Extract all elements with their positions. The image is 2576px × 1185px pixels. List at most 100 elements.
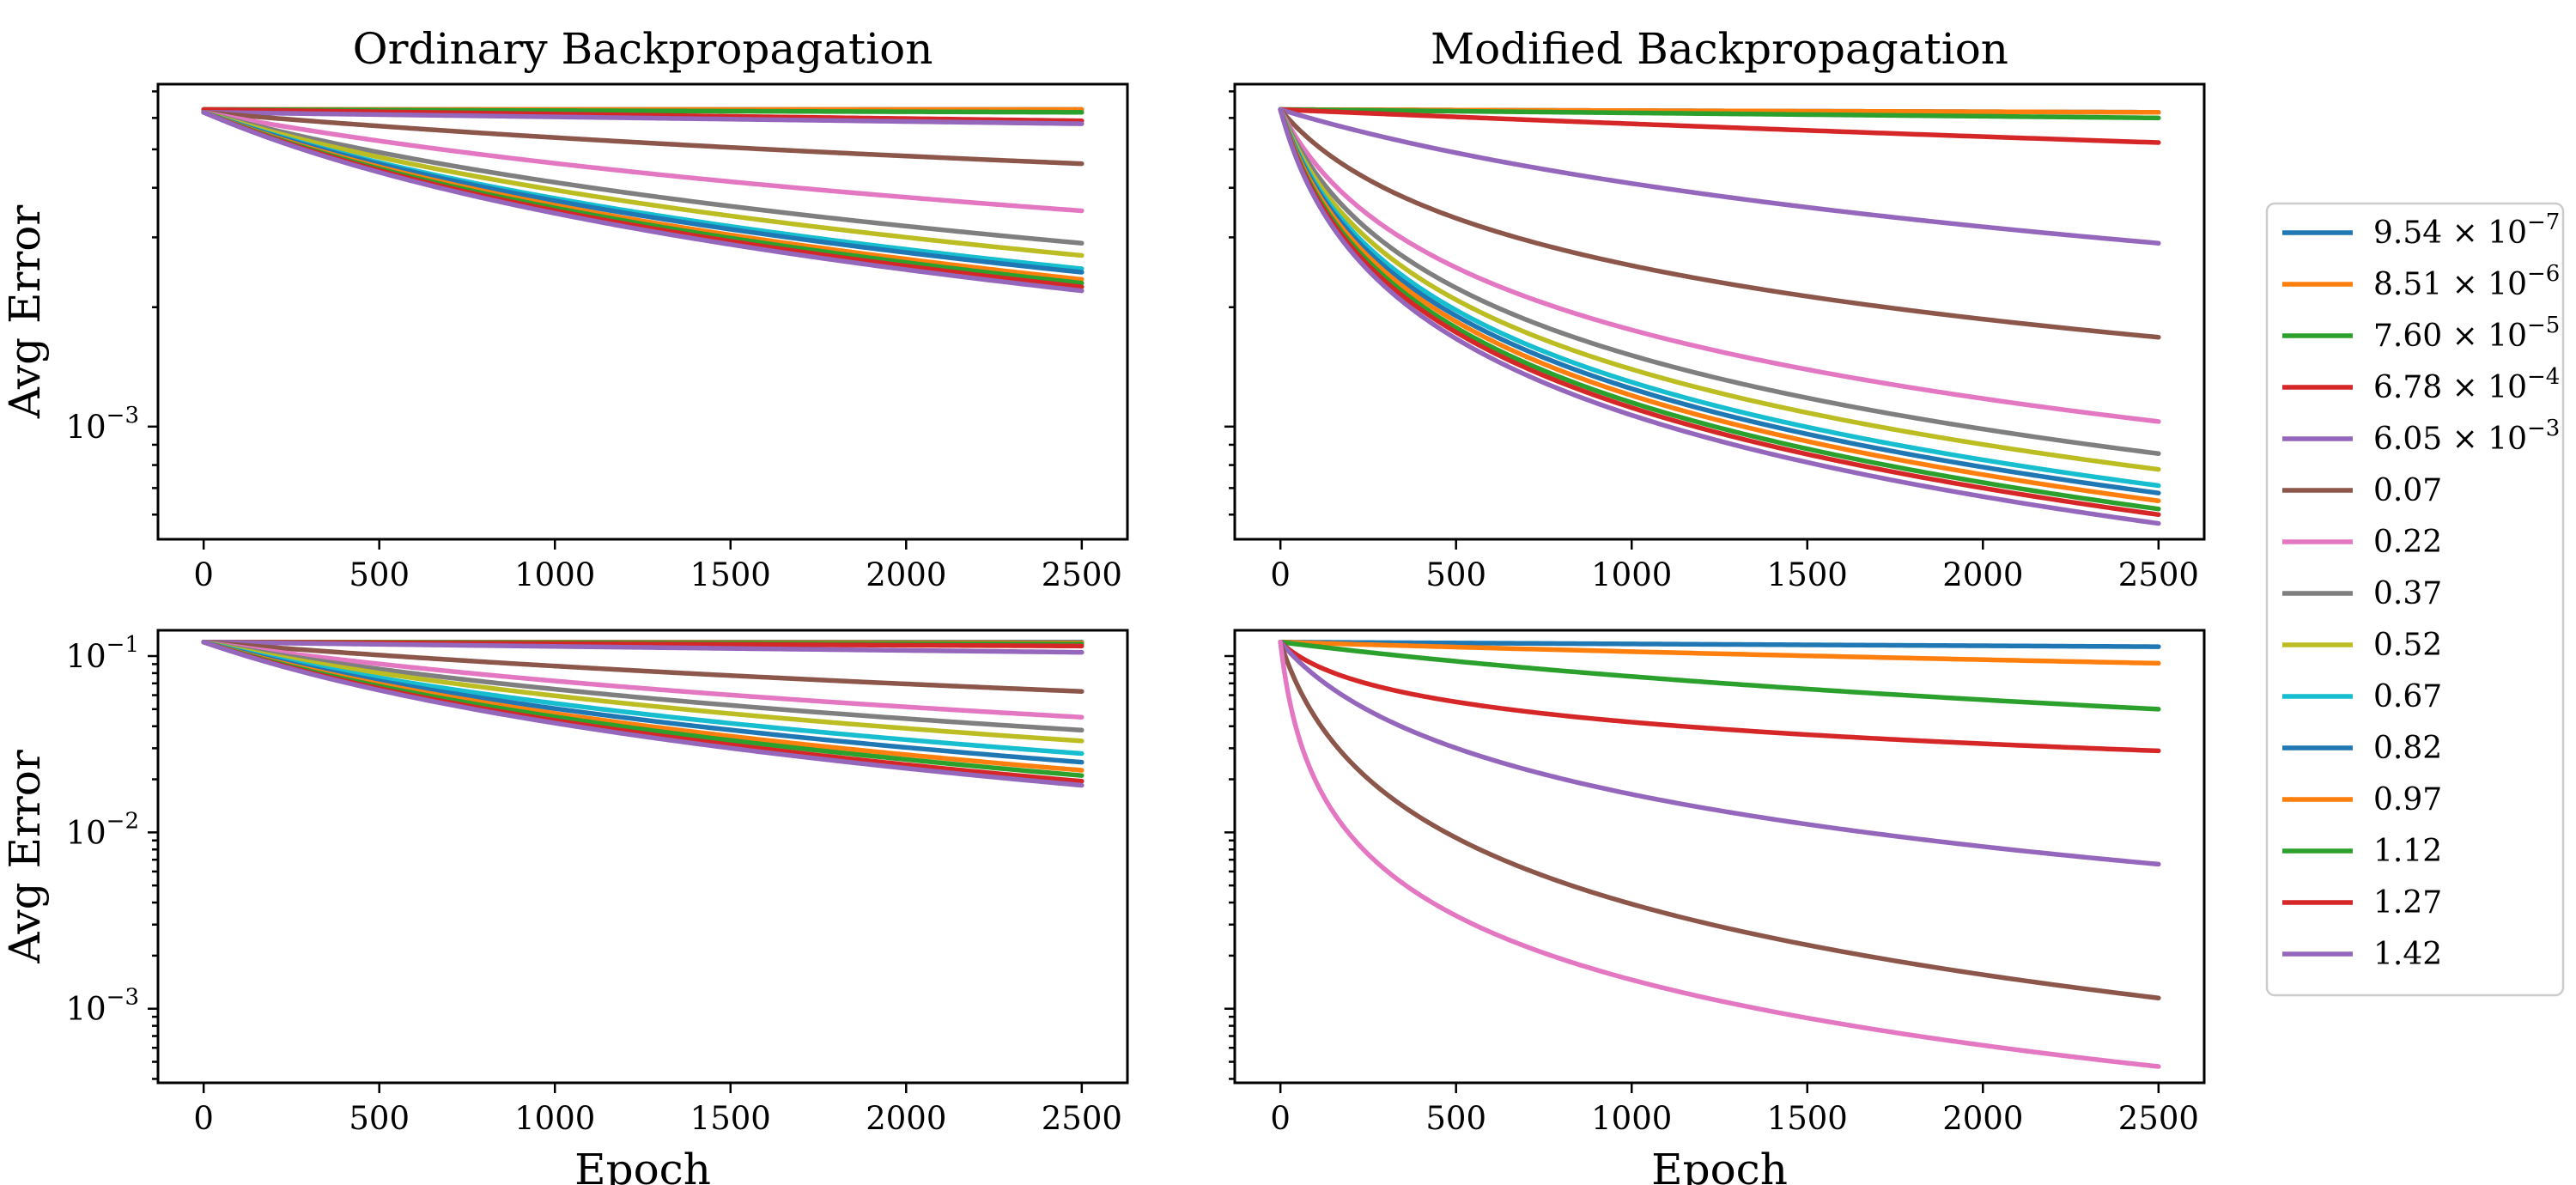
- x-axis-label: Epoch: [1651, 1145, 1788, 1185]
- legend-item: 0.52: [2282, 628, 2442, 663]
- legend-label: 0.07: [2373, 473, 2442, 508]
- x-tick-label: 500: [349, 556, 410, 593]
- legend-label: 7.60 × 10−5: [2373, 313, 2560, 354]
- legend-item: 7.60 × 10−5: [2282, 313, 2560, 354]
- legend-item: 0.67: [2282, 679, 2442, 714]
- series-line-3: [1278, 640, 2161, 712]
- series-line-4: [1278, 640, 2161, 754]
- series-line-4: [201, 106, 1084, 124]
- series-line-6: [201, 640, 1084, 694]
- series-line-7: [201, 110, 1084, 214]
- series-line-5: [1278, 640, 2161, 867]
- legend-label: 1.27: [2373, 885, 2442, 921]
- x-tick-label: 1000: [514, 556, 595, 593]
- series-line-4: [1278, 106, 2161, 145]
- legend-item: 1.42: [2282, 937, 2442, 972]
- legend: 9.54 × 10−7 8.51 × 10−6 7.60 × 10−5 6.78 × …: [2265, 202, 2565, 997]
- y-tick-label: 10−1: [66, 632, 139, 675]
- series-line-15: [201, 110, 1084, 294]
- subplot-2: 0 500 1000 1500 2000 2500 Modified Backpropaga…: [1224, 24, 2206, 593]
- legend-item: 6.78 × 10−4: [2282, 364, 2560, 405]
- subplot-4: 0 500 1000 1500 2000 2500 Epoch: [1224, 629, 2206, 1185]
- series-line-7: [1278, 640, 2161, 1069]
- series-line-15: [1278, 106, 2161, 526]
- y-tick-label: 10−2: [66, 808, 139, 851]
- x-tick-label: 1500: [690, 556, 771, 593]
- x-tick-label: 2500: [1042, 556, 1122, 593]
- x-tick-label: 1000: [1591, 1100, 1672, 1137]
- plot-area: [201, 640, 1084, 788]
- legend-item: 0.97: [2282, 782, 2442, 817]
- legend-label: 1.42: [2373, 937, 2442, 972]
- series-line-8: [1278, 106, 2161, 456]
- x-tick-label: 0: [193, 1100, 214, 1137]
- legend-label: 1.12: [2373, 834, 2442, 869]
- x-tick-label: 0: [193, 556, 214, 593]
- x-tick-label: 2000: [866, 1100, 946, 1137]
- subplot-1: 0 500 1000 1500 2000 2500 10−3 Ordinary Backpro…: [0, 24, 1129, 593]
- series-line-9: [1278, 106, 2161, 472]
- legend-label: 0.82: [2373, 731, 2442, 766]
- x-tick-label: 2500: [1042, 1100, 1122, 1137]
- x-tick-label: 0: [1270, 556, 1291, 593]
- axes-frame: [156, 629, 1129, 1085]
- series-line-5: [201, 640, 1084, 655]
- legend-label: 0.67: [2373, 679, 2442, 714]
- legend-item: 8.51 × 10−6: [2282, 261, 2560, 302]
- subplot-grid: 0 500 1000 1500 2000 2500 10−3 Ordinary Backpro…: [0, 24, 2206, 1185]
- y-axis-label: Avg Error: [0, 750, 50, 964]
- x-tick-label: 500: [1425, 1100, 1486, 1137]
- legend-item: 0.07: [2282, 473, 2442, 508]
- legend-label: 0.52: [2373, 628, 2442, 663]
- legend-item: 6.05 × 10−3: [2282, 416, 2560, 457]
- y-tick-label: 10−3: [66, 985, 139, 1028]
- legend-label: 9.54 × 10−7: [2373, 210, 2560, 251]
- series-line-5: [201, 110, 1084, 126]
- subplot-3: 0 500 1000 1500 2000 2500 10−1 10−2 10−3 Epoch Avg…: [0, 629, 1129, 1185]
- plot-area: [201, 106, 1084, 294]
- legend-item: 1.12: [2282, 834, 2442, 869]
- series-line-6: [1278, 640, 2161, 1000]
- subplot-title: Ordinary Backpropagation: [353, 24, 933, 74]
- x-tick-label: 0: [1270, 1100, 1291, 1137]
- axes-frame: [1233, 629, 2206, 1085]
- legend-label: 0.97: [2373, 782, 2442, 817]
- series-line-15: [201, 640, 1084, 788]
- series-line-2: [1278, 640, 2161, 666]
- x-tick-label: 2000: [866, 556, 946, 593]
- legend-item: 0.37: [2282, 576, 2442, 611]
- x-tick-label: 500: [349, 1100, 410, 1137]
- x-tick-label: 1500: [690, 1100, 771, 1137]
- plot-area: [1278, 106, 2161, 526]
- series-line-5: [1278, 106, 2161, 246]
- y-tick-label: 10−3: [66, 403, 139, 446]
- legend-label: 0.22: [2373, 525, 2442, 560]
- y-axis-label: Avg Error: [0, 205, 50, 420]
- series-line-6: [201, 110, 1084, 167]
- plot-area: [1278, 640, 2161, 1069]
- x-tick-label: 2500: [2118, 556, 2199, 593]
- legend-item: 9.54 × 10−7: [2282, 210, 2560, 251]
- x-tick-label: 2000: [1942, 556, 2023, 593]
- axes-frame: [156, 82, 1129, 541]
- series-line-6: [1278, 106, 2161, 340]
- x-axis-label: Epoch: [574, 1145, 711, 1185]
- x-tick-label: 1500: [1767, 556, 1848, 593]
- legend-label: 6.05 × 10−3: [2373, 416, 2560, 457]
- x-tick-label: 1000: [514, 1100, 595, 1137]
- x-tick-label: 2000: [1942, 1100, 2023, 1137]
- legend-label: 6.78 × 10−4: [2373, 364, 2560, 405]
- x-tick-label: 500: [1425, 556, 1486, 593]
- axes-frame: [1233, 82, 2206, 541]
- legend-label: 0.37: [2373, 576, 2442, 611]
- x-tick-label: 1000: [1591, 556, 1672, 593]
- legend-label: 8.51 × 10−6: [2373, 261, 2560, 302]
- x-tick-label: 1500: [1767, 1100, 1848, 1137]
- legend-item: 0.82: [2282, 731, 2442, 766]
- legend-item: 1.27: [2282, 885, 2442, 921]
- x-tick-label: 2500: [2118, 1100, 2199, 1137]
- subplot-title: Modified Backpropagation: [1431, 24, 2008, 74]
- legend-item: 0.22: [2282, 525, 2442, 560]
- series-line-7: [1278, 106, 2161, 424]
